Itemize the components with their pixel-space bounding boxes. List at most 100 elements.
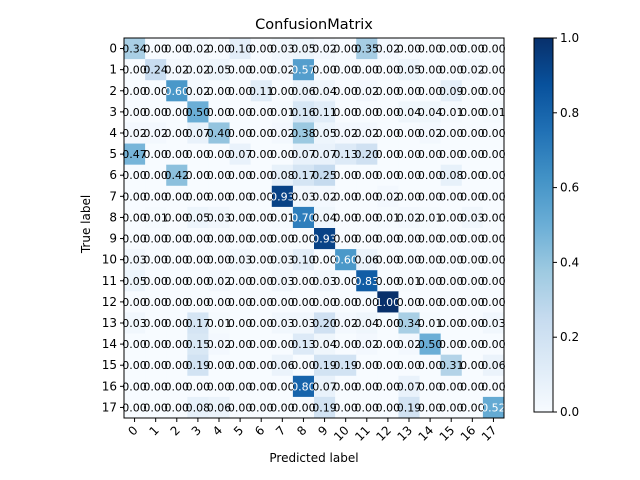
heatmap-cell (461, 101, 484, 123)
cell-value-label: 0.00 (481, 43, 506, 56)
cell-value-label: 0.06 (481, 359, 506, 372)
heatmap-cell (250, 80, 273, 102)
cell-value-label: 0.00 (207, 254, 232, 267)
cell-value-label: 0.00 (418, 296, 443, 309)
cell-value-label: 0.02 (207, 275, 232, 288)
heatmap-cell (271, 291, 294, 313)
cell-value-label: 0.00 (228, 169, 253, 182)
cell-value-label: 0.01 (270, 211, 295, 224)
heatmap-cell (440, 333, 463, 356)
heatmap-cell (187, 249, 209, 271)
heatmap-cell (377, 228, 399, 250)
cell-value-label: 0.00 (122, 359, 147, 372)
cell-value-label: 0.00 (249, 190, 274, 203)
cell-value-label: 0.00 (333, 338, 358, 351)
heatmap-cell (208, 354, 230, 377)
heatmap-cell (314, 354, 336, 377)
heatmap-cell (250, 164, 273, 187)
cell-value-label: 0.06 (207, 401, 232, 414)
heatmap-cell (166, 143, 188, 166)
cell-value-label: 0.00 (333, 85, 358, 98)
cell-value-label: 0.00 (165, 106, 190, 119)
cell-value-label: 0.00 (376, 401, 401, 414)
cell-value-label: 0.00 (228, 85, 253, 98)
x-tick-label: 2 (168, 423, 183, 438)
cell-value-label: 0.40 (207, 127, 232, 140)
heatmap-cell (314, 270, 336, 292)
heatmap-cell (229, 122, 252, 144)
heatmap-cell (398, 80, 420, 102)
heatmap-cell (377, 38, 399, 60)
heatmap-cell (377, 354, 399, 377)
cell-value-label: 0.00 (207, 148, 232, 161)
heatmap-cell (440, 354, 463, 377)
heatmap-cell (292, 164, 315, 187)
heatmap-cell (356, 59, 378, 81)
cell-value-label: 0.00 (249, 106, 274, 119)
cell-value-label: 0.02 (397, 211, 422, 224)
cell-value-label: 0.00 (186, 380, 211, 393)
heatmap-cell (229, 206, 252, 229)
cell-value-label: 0.00 (143, 359, 168, 372)
heatmap-cell (208, 249, 230, 271)
cell-value-label: 0.00 (122, 380, 147, 393)
cell-value-label: 0.00 (122, 401, 147, 414)
colorbar-tick-label: 0.6 (560, 181, 579, 195)
cell-value-label: 0.00 (481, 211, 506, 224)
cell-value-label: 0.00 (165, 401, 190, 414)
cell-value-label: 0.00 (165, 254, 190, 267)
y-tick-label: 5 (109, 147, 117, 161)
heatmap-cell (335, 143, 357, 166)
cell-value-label: 0.00 (460, 296, 485, 309)
heatmap-cell (124, 80, 146, 102)
cell-value-label: 0.02 (186, 64, 211, 77)
cell-value-label: 0.00 (439, 380, 464, 393)
cell-value-label: 0.00 (376, 275, 401, 288)
colorbar-tick-label: 1.0 (560, 31, 579, 45)
heatmap-cell (356, 38, 378, 60)
cell-value-label: 0.00 (460, 169, 485, 182)
heatmap-cell (250, 270, 273, 292)
cell-value-label: 0.00 (186, 254, 211, 267)
cell-value-label: 0.01 (418, 317, 443, 330)
heatmap-cell (229, 228, 252, 250)
cell-value-label: 0.04 (397, 106, 422, 119)
cell-value-label: 0.00 (460, 127, 485, 140)
heatmap-cell (398, 375, 420, 398)
heatmap-cell (292, 185, 315, 208)
cell-value-label: 0.00 (439, 64, 464, 77)
cell-value-label: 0.02 (333, 317, 358, 330)
cell-value-label: 0.00 (228, 338, 253, 351)
cell-value-label: 0.00 (355, 233, 380, 246)
cell-value-label: 0.00 (143, 296, 168, 309)
y-tick-label: 1 (109, 63, 117, 77)
x-tick-label: 4 (210, 423, 225, 438)
heatmap-cell (187, 164, 209, 187)
cell-value-label: 0.00 (143, 338, 168, 351)
heatmap-cell (208, 80, 230, 102)
cell-value-label: 0.00 (333, 380, 358, 393)
cell-value-label: 0.02 (355, 127, 380, 140)
cell-value-label: 0.19 (186, 359, 211, 372)
heatmap-cell (166, 333, 188, 356)
heatmap-cell (124, 206, 146, 229)
x-tick-label: 9 (315, 423, 330, 438)
heatmap-cell (335, 228, 357, 250)
heatmap-cell (461, 185, 484, 208)
cell-value-label: 0.00 (376, 169, 401, 182)
cell-value-label: 0.02 (270, 127, 295, 140)
heatmap-cell (124, 185, 146, 208)
plot-frame (123, 37, 505, 419)
cell-value-label: 0.00 (333, 64, 358, 77)
cell-value-label: 0.00 (207, 233, 232, 246)
heatmap-cell (314, 38, 336, 60)
cell-value-label: 0.05 (122, 275, 147, 288)
heatmap-cell (482, 249, 505, 271)
cell-value-label: 0.00 (333, 233, 358, 246)
x-tick-label: 1 (146, 423, 161, 438)
heatmap-cell (314, 206, 336, 229)
cell-value-label: 0.00 (165, 43, 190, 56)
cell-value-label: 0.00 (418, 148, 443, 161)
y-tick-label: 16 (102, 379, 117, 393)
x-tick-label: 8 (294, 423, 309, 438)
